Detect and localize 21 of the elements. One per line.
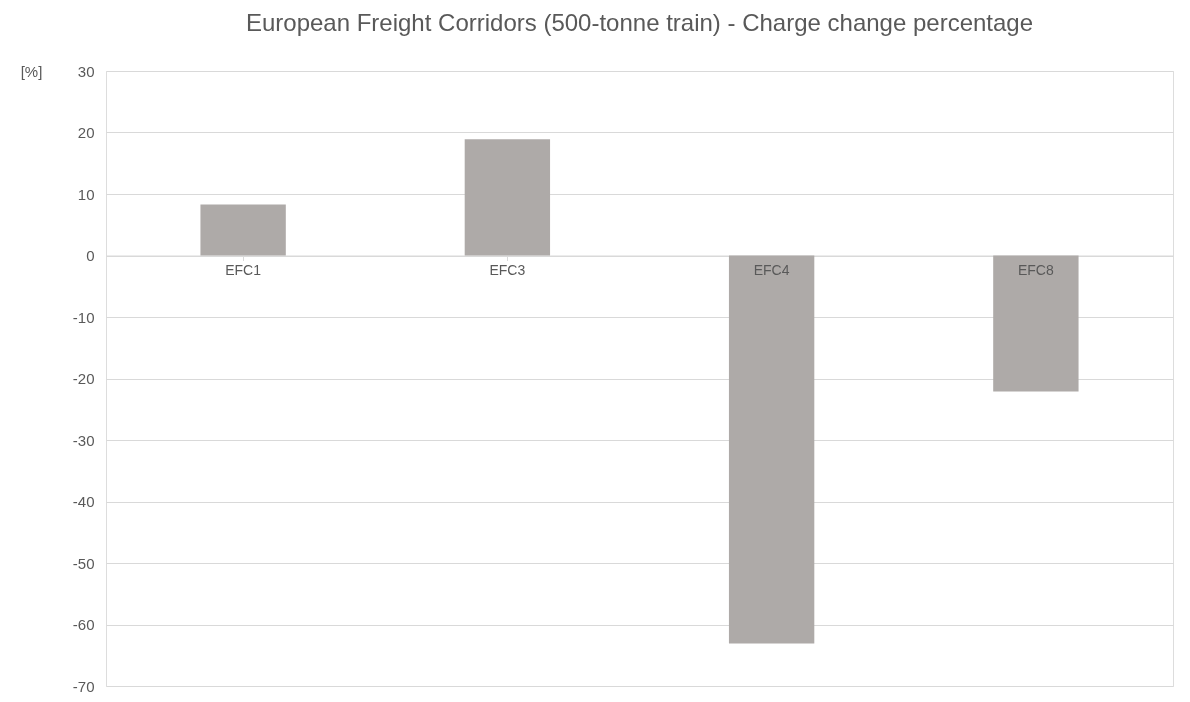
bar	[728, 255, 815, 644]
bar	[200, 204, 286, 256]
chart-title: European Freight Corridors (500-tonne train) - Charge change percentage	[245, 9, 1034, 36]
y-tick-label: 0	[86, 247, 95, 264]
x-tick-label: EFC1	[225, 261, 262, 278]
y-tick-label: -30	[72, 431, 95, 449]
y-tick-label: -10	[72, 308, 95, 326]
bar	[464, 139, 551, 256]
y-tick-label: 30	[77, 62, 95, 80]
y-tick-label: -50	[72, 554, 95, 572]
x-tick-label: EFC8	[1017, 261, 1054, 278]
y-tick-label: -60	[72, 616, 95, 633]
y-tick-label: -20	[72, 370, 95, 387]
y-axis-title: [%]	[20, 62, 43, 80]
x-tick-label: EFC4	[753, 261, 790, 278]
bar	[993, 255, 1079, 392]
x-tick-label: EFC3	[489, 261, 526, 278]
y-tick-label: 20	[77, 124, 95, 141]
y-tick-label: 10	[77, 185, 95, 203]
y-tick-label: -70	[72, 677, 95, 695]
y-tick-label: -40	[72, 493, 95, 510]
